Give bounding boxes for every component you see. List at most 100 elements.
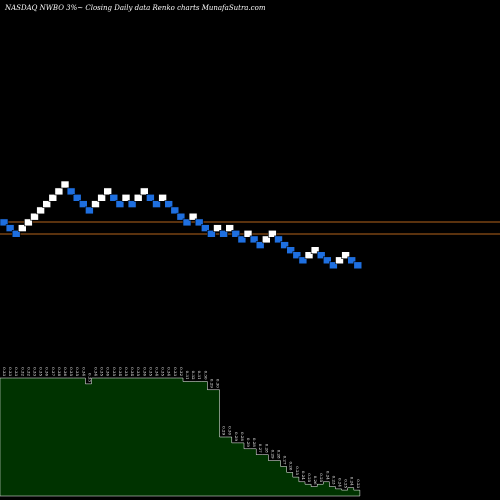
chart-title: NASDAQ NWBO 3%~ Closing Daily data Renko… bbox=[4, 4, 266, 12]
renko-brick-down bbox=[292, 251, 302, 259]
renko-brick-down bbox=[286, 246, 296, 254]
volume-label: 0.36 bbox=[45, 367, 50, 376]
renko-brick-up bbox=[121, 194, 131, 202]
volume-label: 0.25 bbox=[307, 473, 312, 482]
renko-brick-down bbox=[194, 218, 204, 227]
volume-label: 0.34 bbox=[94, 367, 99, 376]
renko-brick-down bbox=[316, 251, 326, 259]
renko-brick-up bbox=[335, 256, 344, 265]
volume-label: 0.23 bbox=[356, 479, 361, 488]
volume-label: 0.30 bbox=[216, 379, 221, 388]
renko-brick-down bbox=[170, 206, 180, 215]
renko-bricks bbox=[0, 180, 363, 270]
volume-label: 0.28 bbox=[252, 438, 257, 447]
renko-brick-down bbox=[5, 224, 15, 232]
renko-brick-up bbox=[24, 218, 33, 227]
renko-brick-up bbox=[310, 246, 320, 254]
renko-brick-up bbox=[133, 194, 143, 202]
renko-brick-down bbox=[127, 200, 137, 208]
renko-brick-up bbox=[140, 187, 149, 196]
renko-brick-up bbox=[213, 224, 222, 232]
volume-label: 0.25 bbox=[344, 479, 349, 488]
volume-label: 0.27 bbox=[283, 456, 288, 465]
volume-label: 0.28 bbox=[277, 450, 282, 459]
renko-brick-down bbox=[322, 256, 332, 265]
renko-brick-down bbox=[79, 200, 88, 208]
volume-label: 0.34 bbox=[81, 367, 86, 376]
renko-brick-down bbox=[219, 230, 228, 238]
renko-brick-up bbox=[341, 251, 350, 259]
renko-brick-up bbox=[60, 180, 70, 189]
renko-brick-up bbox=[36, 206, 45, 215]
volume-label: 0.32 bbox=[26, 367, 31, 376]
volume-label: 0.32 bbox=[20, 367, 25, 376]
volume-label: 0.33 bbox=[2, 367, 7, 376]
volume-label: 0.24 bbox=[301, 471, 306, 480]
volume-label: 0.37 bbox=[51, 367, 56, 376]
volume-label: 0.34 bbox=[118, 367, 123, 376]
volume-label: 0.31 bbox=[197, 371, 202, 380]
volume-label: 0.29 bbox=[270, 450, 275, 459]
renko-brick-down bbox=[152, 200, 161, 208]
volume-label: 0.26 bbox=[313, 476, 318, 485]
volume-label: 0.35 bbox=[39, 367, 44, 376]
volume-label: 0.29 bbox=[234, 432, 239, 441]
volume-label: 0.35 bbox=[112, 367, 117, 376]
renko-brick-down bbox=[0, 218, 9, 227]
volume-label: 0.26 bbox=[289, 461, 294, 470]
renko-brick-down bbox=[66, 187, 76, 196]
renko-brick-up bbox=[91, 200, 100, 208]
volume-label: 0.31 bbox=[185, 371, 190, 380]
volume-labels: 0.33 0.33 0.33 0.32 0.32 0.33 0.35 0.36 0.37 0.38… bbox=[2, 367, 361, 488]
volume-label: 0.35 bbox=[100, 367, 105, 376]
volume-label: 0.32 bbox=[191, 371, 196, 380]
volume-label: 0.35 bbox=[148, 367, 153, 376]
renko-brick-up bbox=[42, 200, 52, 208]
renko-brick-down bbox=[249, 235, 259, 244]
volume-label: 0.24 bbox=[338, 478, 343, 487]
volume-label: 0.34 bbox=[155, 367, 160, 376]
renko-brick-down bbox=[146, 194, 155, 202]
renko-brick-up bbox=[158, 194, 167, 202]
volume-area bbox=[0, 377, 361, 497]
volume-label: 0.33 bbox=[173, 367, 178, 376]
renko-brick-down bbox=[329, 261, 338, 270]
volume-label: 0.33 bbox=[14, 367, 19, 376]
renko-brick-down bbox=[347, 256, 357, 265]
renko-brick-down bbox=[176, 212, 186, 221]
volume-label: 0.38 bbox=[57, 367, 62, 376]
renko-brick-up bbox=[268, 230, 277, 238]
volume-label: 0.29 bbox=[222, 426, 227, 435]
volume-label: 0.32 bbox=[179, 367, 184, 376]
renko-brick-down bbox=[109, 194, 119, 202]
renko-brick-down bbox=[298, 256, 308, 265]
volume-label: 0.33 bbox=[8, 367, 13, 376]
volume-label: 0.28 bbox=[264, 444, 269, 453]
renko-brick-down bbox=[237, 235, 247, 244]
renko-brick-up bbox=[243, 230, 253, 238]
volume-label: 0.27 bbox=[258, 444, 263, 453]
volume-label: 0.35 bbox=[75, 367, 80, 376]
renko-brick-down bbox=[231, 230, 241, 238]
volume-label: 0.36 bbox=[106, 367, 111, 376]
renko-brick-up bbox=[54, 187, 64, 196]
renko-brick-down bbox=[353, 261, 363, 270]
volume-label: 0.33 bbox=[33, 367, 38, 376]
volume-label: 0.30 bbox=[203, 371, 208, 380]
volume-label: 0.29 bbox=[246, 438, 251, 447]
volume-label: 0.34 bbox=[130, 367, 135, 376]
renko-brick-up bbox=[304, 251, 314, 259]
renko-brick-up bbox=[261, 235, 271, 244]
volume-label: 0.25 bbox=[295, 466, 300, 475]
volume-label: 0.35 bbox=[161, 367, 166, 376]
volume-label: 0.36 bbox=[63, 367, 68, 376]
renko-brick-down bbox=[72, 194, 82, 202]
renko-brick-up bbox=[225, 224, 234, 232]
volume-label: 0.28 bbox=[240, 432, 245, 441]
renko-brick-down bbox=[274, 235, 283, 244]
volume-label: 0.35 bbox=[69, 367, 74, 376]
renko-brick-down bbox=[201, 224, 210, 232]
volume-label: 0.23 bbox=[331, 476, 336, 485]
volume-label: 0.29 bbox=[209, 379, 214, 388]
